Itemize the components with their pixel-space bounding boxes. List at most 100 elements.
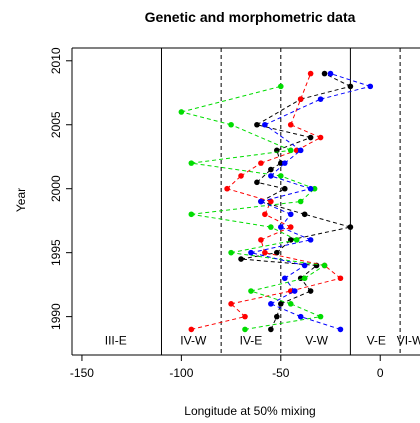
point-red (228, 301, 234, 307)
series-green-segment (230, 124, 291, 151)
x-tick-label-1: -100 (169, 366, 193, 380)
y-tick-label-0: 1990 (49, 303, 63, 330)
series-black-segment (256, 169, 272, 183)
point-green (321, 262, 328, 269)
point-red (297, 96, 304, 102)
series-black-segment (276, 239, 292, 254)
region-label-4: V-E (367, 334, 386, 348)
point-green (297, 198, 304, 205)
series-green-segment (290, 303, 321, 318)
point-red (307, 70, 314, 77)
point-green (242, 326, 248, 333)
series-red-segment (300, 73, 312, 100)
point-blue (281, 275, 288, 282)
point-green (178, 109, 185, 115)
point-blue (248, 249, 254, 256)
x-tick-label-0: -150 (70, 366, 94, 380)
series-green-segment (270, 226, 297, 241)
series-blue-segment (250, 252, 305, 266)
point-black (278, 160, 284, 166)
series-blue-segment (284, 149, 301, 164)
point-black (347, 83, 354, 90)
series-black-segment (260, 201, 305, 215)
point-black (274, 249, 280, 256)
point-red (258, 160, 264, 166)
y-tick-label-4: 2010 (49, 47, 63, 74)
point-blue (262, 121, 268, 128)
chart-title: Genetic and morphometric data (145, 9, 356, 25)
point-green (287, 147, 294, 154)
series-red-segment (260, 226, 291, 241)
point-red (268, 198, 274, 205)
series-green-segment (181, 85, 281, 113)
series-blue-segment (250, 239, 311, 254)
point-black (254, 179, 260, 186)
x-tick-label-2: -50 (272, 366, 290, 380)
point-green (228, 121, 234, 128)
point-green (311, 185, 318, 192)
point-black (307, 288, 314, 294)
series-blue-segment (264, 124, 301, 151)
series-black-segment (260, 188, 286, 202)
point-black (347, 224, 354, 230)
series-black-segment (280, 290, 311, 305)
point-green (287, 301, 294, 307)
series-blue-segment (264, 98, 321, 126)
point-red (258, 237, 264, 243)
series-blue-segment (284, 265, 305, 279)
point-blue (317, 96, 324, 102)
series-red-segment (264, 213, 291, 228)
region-label-1: IV-W (180, 334, 207, 348)
series-black-segment (300, 85, 351, 100)
y-tick-label-2: 2000 (49, 175, 63, 202)
series-red-segment (240, 162, 262, 177)
region-label-0: III-E (105, 334, 127, 348)
point-blue (258, 198, 264, 205)
point-red (287, 121, 294, 128)
series-green-segment (191, 149, 291, 164)
series-black-segment (324, 73, 351, 87)
series-red-segment (230, 290, 291, 305)
series-green-segment (280, 175, 315, 190)
point-red (262, 211, 268, 218)
point-black (281, 185, 288, 192)
series-blue-segment (270, 290, 295, 305)
series-red-segment (324, 265, 341, 279)
point-blue (337, 326, 344, 333)
point-green (228, 249, 234, 256)
point-green (188, 211, 195, 218)
point-red (242, 313, 248, 320)
series-red-segment (264, 252, 325, 266)
point-blue (281, 160, 288, 166)
series-green-segment (191, 213, 271, 228)
series-red-segment (230, 303, 246, 317)
series-red-segment (226, 175, 242, 190)
series-black-segment (304, 213, 351, 228)
point-black (274, 313, 280, 320)
point-green (248, 288, 254, 294)
point-blue (307, 237, 314, 243)
region-label-2: IV-E (240, 334, 263, 348)
y-tick-label-3: 2005 (49, 111, 63, 138)
point-green (301, 275, 308, 282)
series-blue-segment (280, 226, 311, 241)
point-black (268, 326, 274, 333)
point-red (238, 173, 244, 179)
x-axis-label: Longitude at 50% mixing (184, 404, 315, 418)
series-black-segment (256, 98, 301, 126)
series-black-segment (290, 226, 351, 241)
x-tick-label-3: 0 (377, 366, 384, 380)
series-blue-segment (260, 188, 311, 202)
point-black (254, 121, 260, 128)
series-black-segment (256, 181, 285, 190)
y-tick-label-1: 1995 (49, 239, 63, 266)
point-green (268, 224, 274, 230)
region-label-5: VI-W (397, 334, 420, 348)
series-blue-segment (320, 85, 371, 100)
region-label-3: V-W (305, 334, 328, 348)
series-black-segment (276, 137, 311, 151)
series-red-segment (191, 316, 246, 330)
point-black (301, 211, 308, 218)
series-green-segment (304, 265, 325, 279)
point-red (317, 134, 324, 141)
